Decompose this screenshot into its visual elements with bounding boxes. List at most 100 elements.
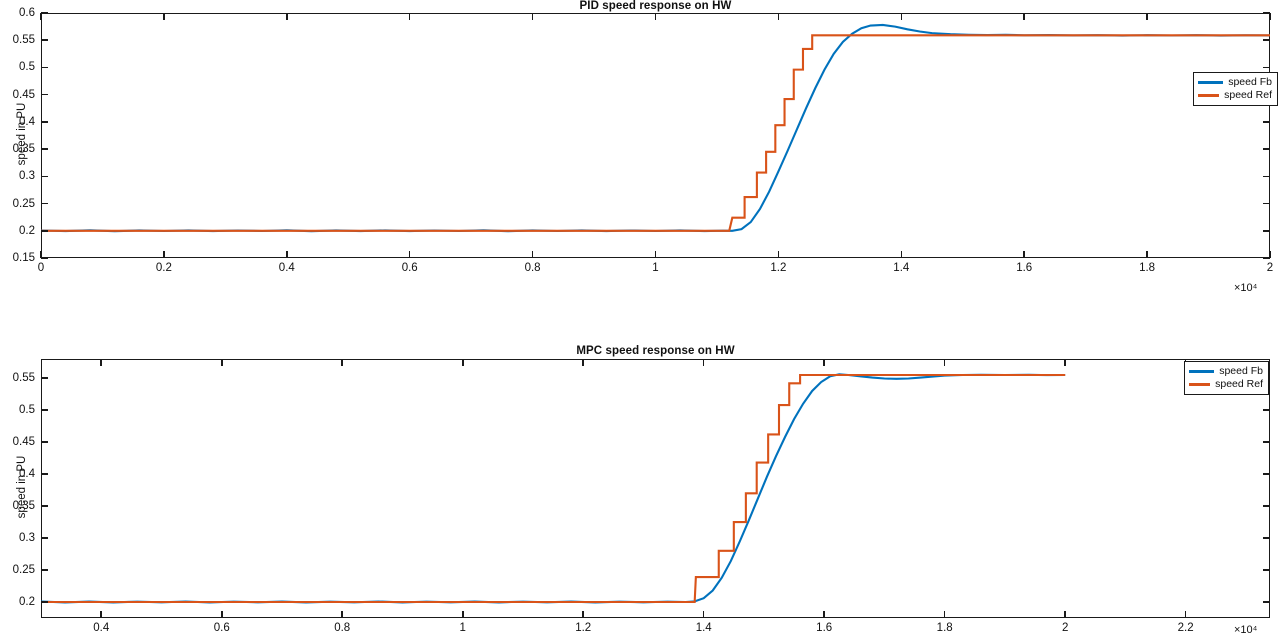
y-tick-label-pid-5: 0.4 [19, 115, 35, 128]
x-tick-top-mpc-7 [943, 359, 946, 366]
x-tick-pid-1 [163, 251, 165, 258]
x-tick-pid-10 [1269, 251, 1271, 258]
x-tick-mpc-5 [702, 611, 705, 618]
x-tick-label-mpc-9: 2.2 [1177, 622, 1194, 634]
x-tick-pid-9 [1146, 251, 1148, 258]
y-tick-label-mpc-4: 0.4 [19, 468, 35, 481]
y-tick-right-mpc-5 [1263, 441, 1270, 443]
x-tick-label-mpc-1: 0.6 [213, 622, 230, 634]
series-line-ref [41, 373, 1066, 604]
y-tick-label-mpc-2: 0.3 [19, 532, 35, 545]
x-tick-label-pid-0: 0 [37, 262, 45, 274]
y-tick-pid-3 [41, 175, 48, 178]
y-tick-label-mpc-1: 0.25 [12, 564, 35, 577]
x-tick-label-pid-9: 1.8 [1139, 262, 1156, 274]
x-tick-label-mpc-2: 0.8 [334, 622, 351, 634]
y-tick-mpc-7 [41, 377, 48, 379]
y-tick-mpc-5 [41, 441, 48, 443]
legend-swatch-ref [1198, 94, 1220, 97]
y-tick-label-pid-2: 0.25 [12, 197, 35, 210]
y-tick-label-pid-3: 0.3 [19, 170, 35, 183]
y-tick-right-mpc-0 [1263, 601, 1270, 603]
y-tick-pid-2 [41, 202, 48, 205]
x-tick-label-pid-4: 0.8 [524, 262, 541, 274]
x-tick-mpc-8 [1064, 611, 1066, 618]
y-tick-right-pid-7 [1263, 66, 1270, 69]
x-tick-label-mpc-3: 1 [459, 622, 466, 634]
legend-pid[interactable]: speed Fb speed Ref [1193, 72, 1278, 106]
y-tick-pid-8 [41, 39, 48, 42]
x-tick-label-mpc-0: 0.4 [93, 622, 110, 634]
y-tick-label-mpc-7: 0.55 [12, 372, 35, 385]
y-tick-label-mpc-5: 0.45 [12, 436, 35, 449]
x-tick-label-pid-10: 2 [1266, 262, 1274, 274]
y-tick-mpc-1 [41, 569, 48, 571]
x-tick-pid-8 [1023, 251, 1025, 258]
x-tick-mpc-9 [1184, 611, 1187, 618]
legend-label: speed Fb [1228, 76, 1272, 88]
x-tick-label-pid-7: 1.4 [893, 262, 910, 274]
legend-label: speed Ref [1215, 378, 1263, 390]
series-canvas-mpc [40, 373, 1066, 604]
x-tick-pid-0 [40, 251, 42, 258]
y-tick-right-pid-8 [1263, 39, 1270, 42]
y-tick-right-pid-5 [1263, 121, 1270, 123]
x-tick-top-mpc-5 [702, 359, 705, 366]
x-tick-top-mpc-0 [100, 359, 103, 366]
y-tick-right-mpc-3 [1263, 505, 1270, 507]
y-tick-pid-4 [41, 148, 48, 150]
series-line-fb [40, 373, 1066, 604]
y-tick-right-pid-0 [1263, 257, 1270, 259]
chart-title-pid: PID speed response on HW [579, 0, 732, 12]
x-tick-pid-2 [286, 251, 288, 258]
legend-entry-fb[interactable]: speed Fb [1198, 76, 1272, 89]
x-tick-label-pid-6: 1.2 [770, 262, 787, 274]
legend-swatch-fb [1198, 81, 1224, 84]
y-tick-mpc-0 [41, 601, 48, 603]
x-tick-label-mpc-7: 1.8 [936, 622, 953, 634]
x-tick-top-pid-3 [408, 13, 411, 20]
chart-title-mpc: MPC speed response on HW [576, 345, 735, 357]
x-tick-mpc-7 [943, 611, 946, 618]
x-tick-mpc-1 [220, 611, 223, 618]
x-tick-mpc-2 [341, 611, 344, 618]
y-tick-label-pid-0: 0.15 [12, 252, 35, 264]
y-tick-right-pid-2 [1263, 202, 1270, 205]
x-tick-top-mpc-4 [582, 359, 584, 366]
legend-mpc[interactable]: speed Fb speed Ref [1184, 361, 1269, 395]
x-tick-label-pid-1: 0.2 [155, 262, 172, 274]
axes-pid [40, 13, 1271, 258]
x-tick-mpc-0 [100, 611, 103, 618]
x-tick-top-pid-0 [40, 13, 42, 20]
x-tick-mpc-4 [582, 611, 584, 618]
x-tick-top-pid-10 [1269, 13, 1271, 20]
y-tick-mpc-6 [41, 409, 48, 411]
x-tick-label-pid-3: 0.6 [401, 262, 418, 274]
plot-box-mpc [41, 359, 1270, 618]
legend-entry-ref[interactable]: speed Ref [1198, 89, 1272, 102]
y-tick-pid-7 [41, 66, 48, 69]
x-tick-top-mpc-6 [823, 359, 825, 366]
legend-label: speed Ref [1224, 89, 1272, 101]
x-axis-exponent-pid: ×10⁴ [1234, 282, 1258, 294]
y-tick-pid-5 [41, 121, 48, 123]
y-tick-label-mpc-3: 0.35 [12, 500, 35, 513]
y-tick-label-pid-6: 0.45 [12, 88, 35, 101]
y-tick-mpc-4 [41, 473, 48, 475]
legend-entry-fb[interactable]: speed Fb [1189, 365, 1263, 378]
y-tick-pid-1 [41, 229, 48, 232]
x-tick-pid-4 [531, 251, 534, 258]
y-tick-right-pid-9 [1263, 12, 1270, 14]
x-tick-top-pid-2 [286, 13, 288, 20]
y-tick-pid-9 [41, 12, 48, 14]
x-tick-label-mpc-4: 1.2 [575, 622, 592, 634]
x-tick-top-pid-7 [900, 13, 903, 20]
x-tick-mpc-6 [823, 611, 825, 618]
legend-entry-ref[interactable]: speed Ref [1189, 378, 1263, 391]
x-tick-label-pid-2: 0.4 [278, 262, 295, 274]
y-tick-right-pid-1 [1263, 229, 1270, 232]
legend-swatch-fb [1189, 370, 1215, 373]
x-tick-label-pid-5: 1 [652, 262, 659, 274]
x-tick-label-mpc-5: 1.4 [695, 622, 712, 634]
